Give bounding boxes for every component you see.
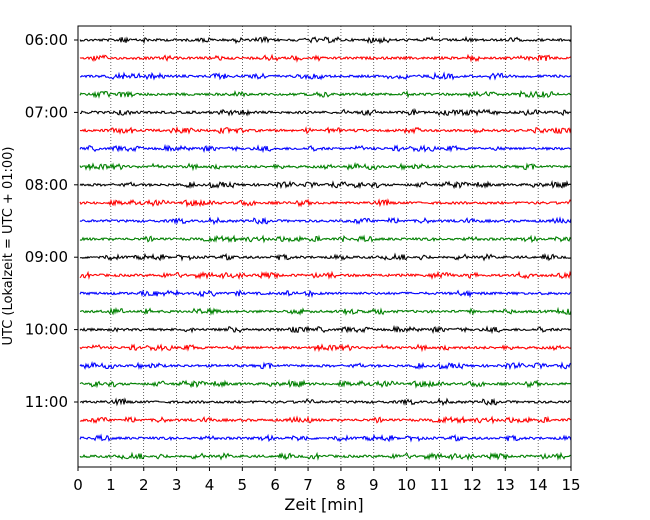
y-tick-label: 07:00 <box>25 103 68 121</box>
x-tick-label: 11 <box>430 476 449 494</box>
trace-line <box>79 143 572 154</box>
trace-line <box>79 289 572 299</box>
y-tick-label: 06:00 <box>25 31 68 49</box>
trace-line <box>79 252 572 262</box>
x-tick-label: 6 <box>270 476 280 494</box>
traces <box>79 35 572 461</box>
x-tick-label: 8 <box>336 476 346 494</box>
x-tick-label: 7 <box>303 476 313 494</box>
x-tick-label: 12 <box>463 476 482 494</box>
x-tick-label: 0 <box>73 476 83 494</box>
trace-line <box>79 415 572 425</box>
x-ticks: 0 1 2 3 4 5 6 7 8 9 10 11 12 13 14 15 <box>73 467 581 494</box>
y-tick-label: 08:00 <box>25 176 68 194</box>
x-axis-label: Zeit [min] <box>284 495 363 514</box>
plot-background <box>78 26 571 467</box>
trace-line <box>79 161 572 172</box>
x-tick-label: 4 <box>205 476 215 494</box>
trace-line <box>79 270 572 281</box>
trace-line <box>79 71 572 81</box>
trace-line <box>79 397 572 407</box>
x-tick-label: 10 <box>397 476 416 494</box>
trace-line <box>79 451 572 461</box>
x-tick-label: 1 <box>106 476 116 494</box>
x-tick-label: 13 <box>496 476 515 494</box>
plot-frame <box>77 25 572 468</box>
trace-line <box>79 361 572 371</box>
trace-line <box>79 343 572 353</box>
trace-line <box>79 198 572 208</box>
trace-line <box>79 306 572 316</box>
y-tick-label: 10:00 <box>25 321 68 339</box>
x-tick-label: 15 <box>561 476 580 494</box>
y-ticks: 06:00 07:00 08:00 09:00 10:00 11:00 <box>25 31 78 411</box>
x-tick-label: 9 <box>369 476 379 494</box>
trace-line <box>79 53 572 63</box>
trace-line <box>79 234 572 244</box>
trace-line <box>79 107 572 117</box>
trace-line <box>79 216 572 226</box>
x-tick-label: 14 <box>529 476 548 494</box>
trace-line <box>79 89 572 99</box>
trace-line <box>79 433 572 443</box>
x-tick-label: 5 <box>238 476 248 494</box>
trace-line <box>79 35 572 45</box>
y-tick-label: 09:00 <box>25 248 68 266</box>
x-tick-label: 2 <box>139 476 149 494</box>
trace-line <box>79 379 572 389</box>
x-tick-label: 3 <box>172 476 182 494</box>
trace-line <box>79 125 572 135</box>
trace-line <box>79 324 572 335</box>
y-axis-label: UTC (Lokalzeit = UTC + 01:00) <box>1 147 16 346</box>
trace-line <box>79 179 572 190</box>
y-tick-label: 11:00 <box>25 393 68 411</box>
